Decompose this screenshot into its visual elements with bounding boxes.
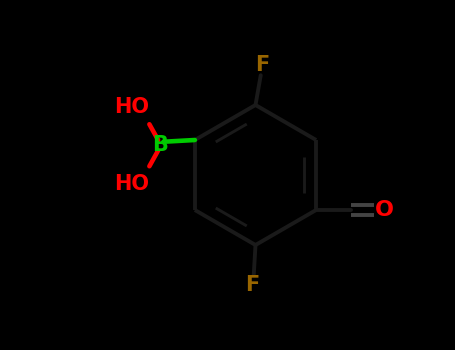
Text: HO: HO — [114, 174, 149, 194]
Text: B: B — [152, 135, 168, 155]
Text: F: F — [255, 55, 270, 76]
Text: F: F — [245, 274, 259, 295]
Text: HO: HO — [114, 97, 149, 117]
Text: O: O — [375, 200, 394, 220]
